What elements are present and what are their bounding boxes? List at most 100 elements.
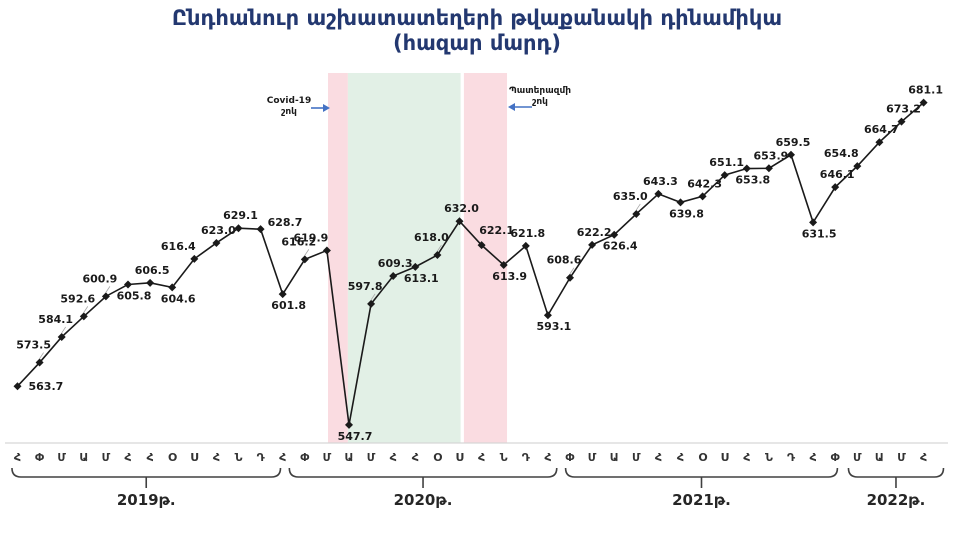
data-point-label: 646.1: [820, 168, 855, 181]
data-point-marker: [168, 283, 177, 292]
month-axis-label: Փ: [831, 451, 840, 464]
month-axis-label: Հ: [412, 451, 419, 464]
month-axis-label: Ա: [345, 451, 354, 464]
data-point-label: 626.4: [603, 240, 638, 253]
data-point-label: 629.1: [223, 209, 258, 222]
year-label: 2019թ.: [117, 491, 176, 509]
data-point-label: 622.2: [577, 226, 612, 239]
month-axis-label: Ս: [455, 451, 463, 464]
month-axis-label: Հ: [390, 451, 397, 464]
month-axis-label: Ն: [500, 451, 508, 464]
data-point-marker: [477, 241, 486, 250]
data-point-marker: [13, 382, 22, 391]
data-point-label: 601.8: [271, 299, 306, 312]
year-label: 2020թ.: [394, 491, 453, 509]
data-point-label: 606.5: [135, 264, 170, 277]
data-point-marker: [831, 183, 840, 192]
data-point-label: 600.9: [83, 272, 118, 285]
month-axis-label: Հ: [279, 451, 286, 464]
data-point-marker: [919, 98, 928, 107]
covid-shock-annotation: Covid-19 շոկ: [257, 96, 321, 117]
label-leader-line: [83, 306, 89, 313]
month-axis-label: Մ: [853, 451, 862, 464]
data-point-label: 639.8: [669, 207, 704, 220]
data-point-label: 604.6: [161, 292, 196, 305]
chart-title-line1: Ընդհանուր աշխատատեղերի թվաքանակի դինամիկ…: [171, 6, 783, 30]
data-point-marker: [720, 171, 729, 180]
month-axis-label: Հ: [920, 451, 927, 464]
data-point-label: 563.7: [29, 380, 64, 393]
month-axis-label: Հ: [213, 451, 220, 464]
month-axis-label: Փ: [565, 451, 574, 464]
data-point-label: 592.6: [60, 292, 95, 305]
data-point-marker: [897, 117, 906, 126]
covid-arrow-head: [323, 104, 330, 112]
chart-title: Ընդհանուր աշխատատեղերի թվաքանակի դինամիկ…: [0, 6, 954, 56]
data-point-marker: [367, 299, 376, 308]
war-shock-annotation: Պատերազմի շոկ: [498, 86, 582, 107]
data-point-label: 597.8: [348, 280, 383, 293]
data-point-marker: [875, 138, 884, 147]
data-point-marker: [300, 255, 309, 264]
data-point-label: 673.2: [886, 103, 921, 116]
covid-annotation-line1: Covid-19: [266, 96, 312, 106]
month-axis-label: Ա: [79, 451, 88, 464]
month-axis-label: Ս: [721, 451, 729, 464]
data-point-label: 642.3: [687, 177, 722, 190]
data-point-marker: [742, 164, 751, 173]
data-point-label: 616.4: [161, 240, 196, 253]
data-point-label: 653.9: [754, 149, 789, 162]
data-point-label: 616.2: [281, 235, 316, 248]
data-point-label: 635.0: [613, 190, 648, 203]
month-axis-label: Հ: [147, 451, 154, 464]
year-label: 2022թ.: [867, 491, 926, 509]
month-axis-label: Հ: [544, 451, 551, 464]
data-point-label: 619.9: [294, 231, 329, 244]
data-point-label: 623.0: [201, 224, 236, 237]
month-axis-label: Մ: [367, 451, 376, 464]
label-leader-line: [61, 326, 67, 334]
data-point-marker: [101, 292, 110, 301]
data-point-marker: [698, 192, 707, 201]
data-point-marker: [455, 217, 464, 226]
data-point-label: 654.8: [824, 147, 859, 160]
month-axis-label: Ա: [610, 451, 619, 464]
data-point-marker: [256, 225, 265, 234]
year-bracket: [288, 467, 558, 478]
data-point-marker: [234, 224, 243, 233]
war-shock-band: [463, 73, 508, 443]
data-point-label: 618.0: [414, 231, 449, 244]
month-axis-label: Դ: [522, 451, 531, 464]
month-axis-label: Հ: [14, 451, 21, 464]
data-point-label: 605.8: [117, 290, 152, 303]
data-point-marker: [124, 280, 132, 289]
data-point-marker: [79, 312, 88, 321]
covid-shock-band: [328, 73, 348, 443]
month-axis-label: Մ: [57, 451, 66, 464]
data-point-label: 681.1: [908, 84, 943, 97]
data-point-marker: [809, 218, 818, 227]
data-point-marker: [676, 198, 685, 207]
month-axis-label: Հ: [743, 451, 750, 464]
data-point-label: 584.1: [38, 313, 73, 326]
chart-title-line2: (հազար մարդ): [393, 31, 561, 55]
data-point-label: 609.3: [378, 257, 413, 270]
label-leader-line: [105, 286, 111, 293]
covid-annotation-line2: շոկ: [281, 106, 297, 117]
month-axis-label: Մ: [588, 451, 597, 464]
data-point-marker: [499, 260, 508, 269]
data-point-marker: [146, 278, 155, 287]
data-point-marker: [411, 262, 420, 271]
year-bracket: [847, 467, 945, 478]
data-point-marker: [588, 240, 597, 249]
month-axis-label: Մ: [897, 451, 906, 464]
war-arrow-head: [508, 103, 515, 111]
data-point-label: 547.7: [338, 430, 373, 443]
month-axis-label: Ա: [875, 451, 884, 464]
data-point-marker: [35, 358, 44, 367]
year-label: 2021թ.: [672, 491, 731, 509]
month-axis-label: Օ: [698, 451, 707, 464]
data-point-label: 593.1: [537, 320, 572, 333]
label-leader-line: [304, 249, 310, 256]
data-point-label: 628.7: [268, 216, 303, 229]
